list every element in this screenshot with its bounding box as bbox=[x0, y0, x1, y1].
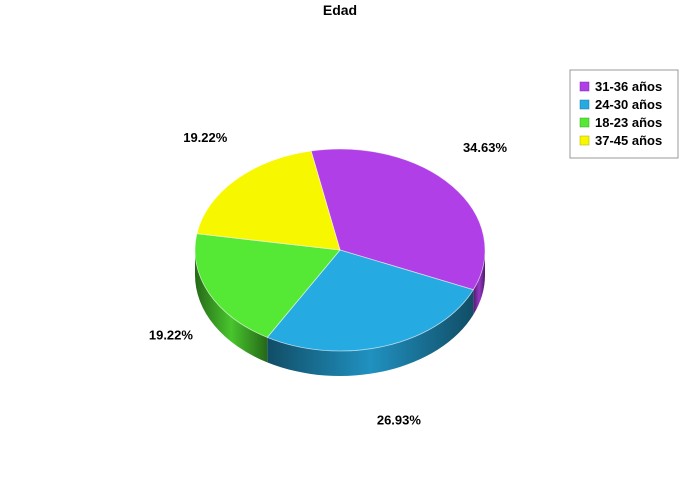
legend: 31-36 años 24-30 años 18-23 años 37-45 años bbox=[569, 69, 679, 159]
pie-group bbox=[194, 148, 486, 376]
legend-label: 24-30 años bbox=[595, 97, 662, 112]
slice-value-label: 34.63% bbox=[463, 140, 508, 155]
pie-slice bbox=[266, 249, 474, 352]
slice-labels: 34.63% 26.93% 19.22% 19.22% bbox=[149, 130, 508, 428]
pie-side-24-30-años bbox=[267, 289, 474, 376]
legend-swatch bbox=[579, 81, 590, 92]
pie-slice bbox=[194, 233, 341, 338]
slice-value-label: 19.22% bbox=[183, 130, 228, 145]
legend-swatch bbox=[579, 99, 590, 110]
pie-slice bbox=[196, 150, 341, 251]
slice-value-label: 19.22% bbox=[149, 328, 194, 343]
legend-swatch bbox=[579, 117, 590, 128]
pie-side-31-36-años bbox=[473, 250, 485, 315]
pie-side-walls bbox=[195, 250, 485, 376]
chart-title: Edad bbox=[323, 2, 357, 18]
legend-label: 18-23 años bbox=[595, 115, 662, 130]
pie-side-18-23-años bbox=[195, 250, 268, 363]
pie-slice bbox=[310, 148, 486, 291]
legend-swatch bbox=[579, 135, 590, 146]
legend-label: 31-36 años bbox=[595, 79, 662, 94]
legend-label: 37-45 años bbox=[595, 133, 662, 148]
slice-value-label: 26.93% bbox=[377, 413, 422, 428]
